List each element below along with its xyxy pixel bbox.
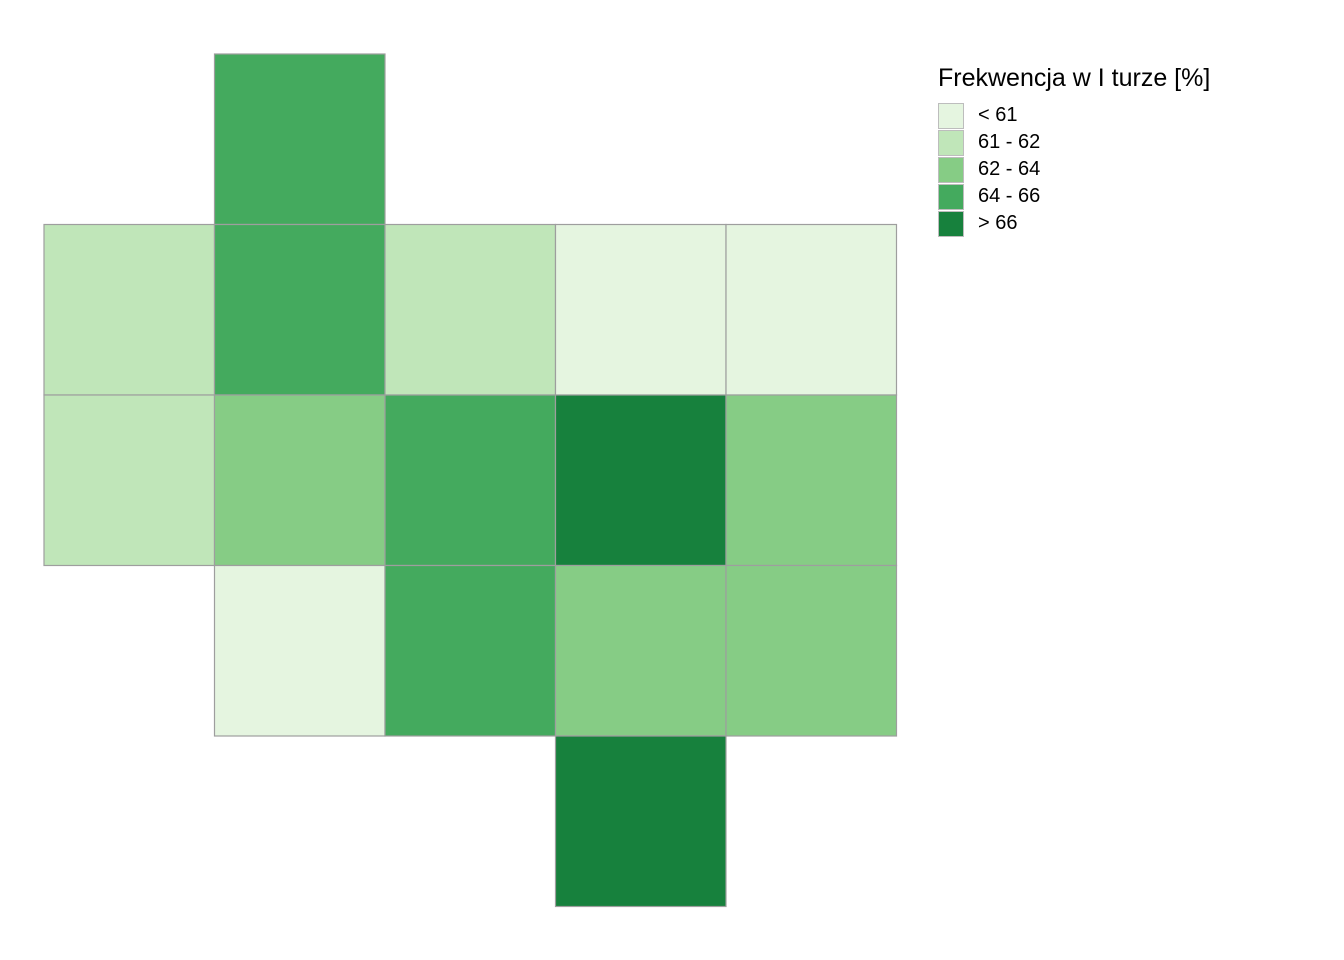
legend-swatch [938, 156, 964, 183]
legend-item: 64 - 66 [938, 183, 1318, 210]
legend-label: 61 - 62 [978, 131, 1041, 153]
tile-4 [554, 223, 727, 396]
legend-swatch [938, 102, 964, 129]
legend: Frekwencja w I turze [%] < 61 61 - 62 62 -… [938, 62, 1318, 237]
tile-3 [384, 223, 557, 396]
legend-label: < 61 [978, 104, 1018, 126]
tile-9 [554, 394, 727, 567]
tile-10 [725, 394, 898, 567]
legend-item: < 61 [938, 102, 1318, 129]
legend-item: > 66 [938, 210, 1318, 237]
legend-item: 62 - 64 [938, 156, 1318, 183]
legend-swatch [938, 210, 964, 237]
tile-2 [213, 223, 386, 396]
legend-label: 64 - 66 [978, 185, 1041, 207]
tile-12 [384, 564, 557, 737]
tile-1 [43, 223, 216, 396]
legend-item: 61 - 62 [938, 129, 1318, 156]
tile-8 [384, 394, 557, 567]
legend-swatch [938, 183, 964, 210]
legend-label: > 66 [978, 212, 1018, 234]
legend-title: Frekwencja w I turze [%] [938, 64, 1211, 92]
legend-items: < 61 61 - 62 62 - 64 64 - 66 > 66 [938, 102, 1318, 237]
tile-0 [213, 53, 386, 226]
tile-7 [213, 394, 386, 567]
tile-15 [554, 735, 727, 908]
tile-13 [554, 564, 727, 737]
legend-swatch [938, 129, 964, 156]
legend-label: 62 - 64 [978, 158, 1041, 180]
tile-5 [725, 223, 898, 396]
tile-11 [213, 564, 386, 737]
tile-6 [43, 394, 216, 567]
tile-14 [725, 564, 898, 737]
